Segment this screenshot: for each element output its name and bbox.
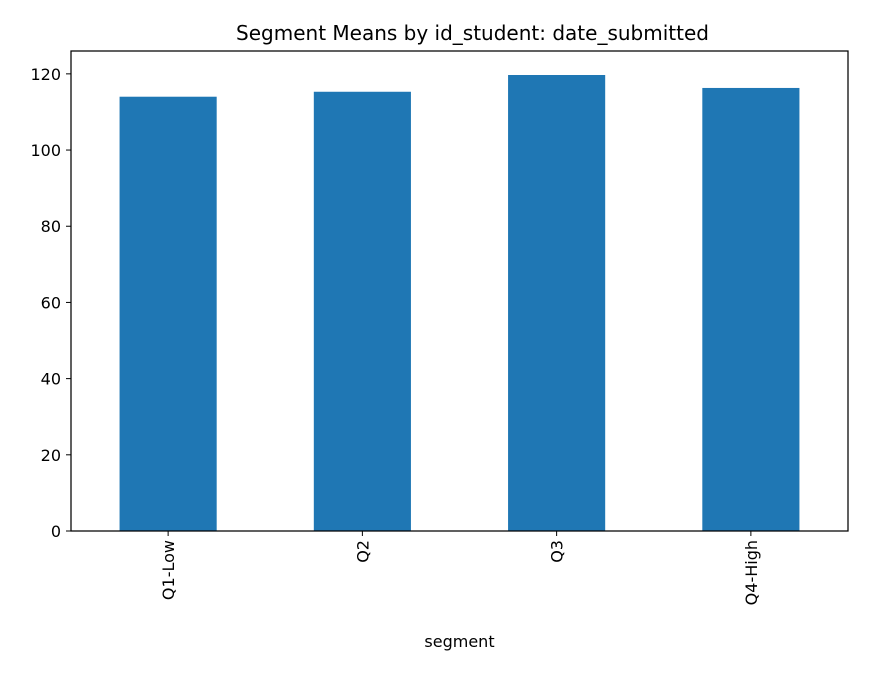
y-tick-label: 100 xyxy=(30,141,61,160)
x-tick-label: Q3 xyxy=(548,540,567,563)
x-axis-label: segment xyxy=(424,632,494,651)
x-tick-label: Q1-Low xyxy=(159,540,178,600)
x-tick-label: Q2 xyxy=(353,540,372,563)
bar-q1-low xyxy=(119,96,217,531)
bars-group xyxy=(119,75,800,531)
x-tick-label: Q4-High xyxy=(742,540,761,605)
bar-q3 xyxy=(508,75,606,531)
y-tick-label: 60 xyxy=(41,293,61,312)
y-tick-label: 120 xyxy=(30,65,61,84)
y-tick-label: 40 xyxy=(41,370,61,389)
bar-q2 xyxy=(313,91,411,531)
y-tick-label: 0 xyxy=(51,522,61,541)
plot-area-frame xyxy=(70,50,849,532)
x-axis: Q1-Low Q2 Q3 Q4-High xyxy=(159,531,761,605)
y-axis: 0 20 40 60 80 100 120 xyxy=(30,65,71,541)
chart-title: Segment Means by id_student: date_submit… xyxy=(236,21,709,45)
y-tick-label: 20 xyxy=(41,446,61,465)
y-tick-label: 80 xyxy=(41,217,61,236)
bar-q4-high xyxy=(702,87,800,531)
